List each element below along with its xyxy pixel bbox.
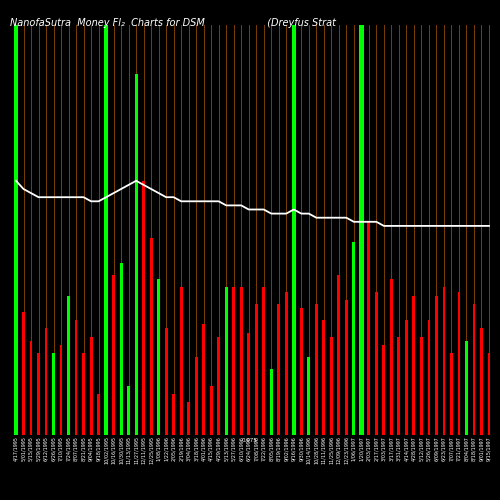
Bar <box>60 345 62 435</box>
Bar <box>188 402 190 435</box>
Bar <box>420 336 423 435</box>
Bar <box>210 386 212 435</box>
Bar <box>90 336 92 435</box>
Bar <box>382 345 386 435</box>
Bar <box>405 320 408 435</box>
Bar <box>248 332 250 435</box>
Bar <box>270 370 272 435</box>
Bar <box>134 74 138 435</box>
Bar <box>195 357 198 435</box>
Bar <box>428 320 430 435</box>
Bar <box>120 263 122 435</box>
Text: NanofaSutra  Money Fl₂  Charts for DSM                    (Dreyfus Strat: NanofaSutra Money Fl₂ Charts for DSM (Dr… <box>10 18 336 28</box>
Bar <box>442 288 446 435</box>
Bar <box>218 336 220 435</box>
Bar <box>74 320 78 435</box>
Bar <box>262 288 265 435</box>
Bar <box>458 292 460 435</box>
Bar <box>450 353 453 435</box>
Bar <box>127 386 130 435</box>
Bar <box>488 353 490 435</box>
Bar <box>37 353 40 435</box>
Bar <box>225 288 228 435</box>
Bar <box>157 279 160 435</box>
Bar <box>352 242 356 435</box>
Bar <box>278 304 280 435</box>
Bar <box>465 340 468 435</box>
Bar <box>330 336 333 435</box>
Bar <box>375 292 378 435</box>
Bar <box>240 288 242 435</box>
Bar <box>112 275 115 435</box>
Bar <box>292 25 296 435</box>
Bar <box>104 25 108 435</box>
Bar <box>308 357 310 435</box>
Bar <box>22 312 25 435</box>
Bar <box>285 292 288 435</box>
Bar <box>202 324 205 435</box>
Bar <box>150 238 152 435</box>
Bar <box>255 304 258 435</box>
Bar <box>435 296 438 435</box>
Bar <box>368 222 370 435</box>
Bar <box>30 340 32 435</box>
Bar <box>322 320 326 435</box>
Bar <box>14 25 18 435</box>
Bar <box>44 328 48 435</box>
Bar <box>472 304 476 435</box>
Bar <box>412 296 416 435</box>
Bar <box>67 296 70 435</box>
Bar <box>300 308 302 435</box>
Bar <box>359 25 364 435</box>
Bar <box>97 394 100 435</box>
Bar <box>172 394 175 435</box>
Bar <box>142 181 145 435</box>
Bar <box>180 288 182 435</box>
Bar <box>315 304 318 435</box>
Bar <box>82 353 85 435</box>
Text: 0.075: 0.075 <box>242 438 258 442</box>
Bar <box>232 288 235 435</box>
Bar <box>390 279 393 435</box>
Bar <box>345 300 348 435</box>
Bar <box>398 336 400 435</box>
Bar <box>52 353 55 435</box>
Bar <box>164 328 168 435</box>
Bar <box>480 328 483 435</box>
Bar <box>338 275 340 435</box>
